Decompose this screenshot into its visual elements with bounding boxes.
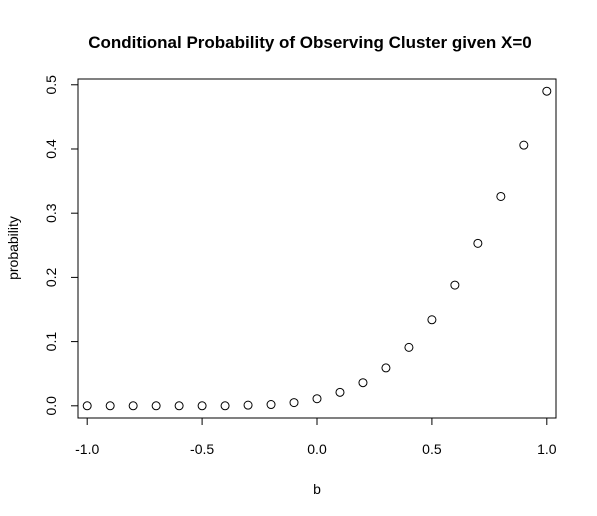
data-point (450, 280, 460, 290)
plot-frame (77, 78, 557, 419)
data-point (82, 401, 92, 411)
data-point (358, 378, 368, 388)
data-point (496, 191, 506, 201)
data-point (335, 387, 345, 397)
data-point (519, 140, 529, 150)
data-point (197, 401, 207, 411)
data-point (542, 86, 552, 96)
data-point (473, 238, 483, 248)
y-tick-label: 0.1 (43, 332, 59, 352)
y-tick-label: 0.3 (43, 203, 59, 223)
data-point (404, 342, 414, 352)
y-axis-label: probability (5, 216, 21, 280)
x-tick-label: 1.0 (537, 441, 557, 457)
data-point (105, 401, 115, 411)
data-point (243, 400, 253, 410)
data-point (174, 401, 184, 411)
data-point (381, 363, 391, 373)
x-axis-label: b (313, 481, 321, 497)
x-tick-label: -1.0 (75, 441, 99, 457)
y-tick-label: 0.4 (43, 139, 59, 159)
y-tick-label: 0.0 (43, 396, 59, 416)
data-point (151, 401, 161, 411)
y-tick-label: 0.2 (43, 267, 59, 287)
data-point (266, 400, 276, 410)
data-point (289, 398, 299, 408)
data-point (220, 401, 230, 411)
y-tick-label: 0.5 (43, 75, 59, 95)
x-tick-label: 0.0 (307, 441, 327, 457)
data-point (427, 315, 437, 325)
data-points (82, 86, 552, 411)
data-point (128, 401, 138, 411)
x-tick-label: -0.5 (190, 441, 214, 457)
y-axis: 0.0 0.1 0.2 0.3 0.4 0.5 (43, 75, 79, 416)
x-axis: -1.0 -0.5 0.0 0.5 1.0 (75, 417, 557, 457)
x-tick-label: 0.5 (422, 441, 442, 457)
chart-title: Conditional Probability of Observing Clu… (88, 33, 532, 52)
data-point (312, 394, 322, 404)
